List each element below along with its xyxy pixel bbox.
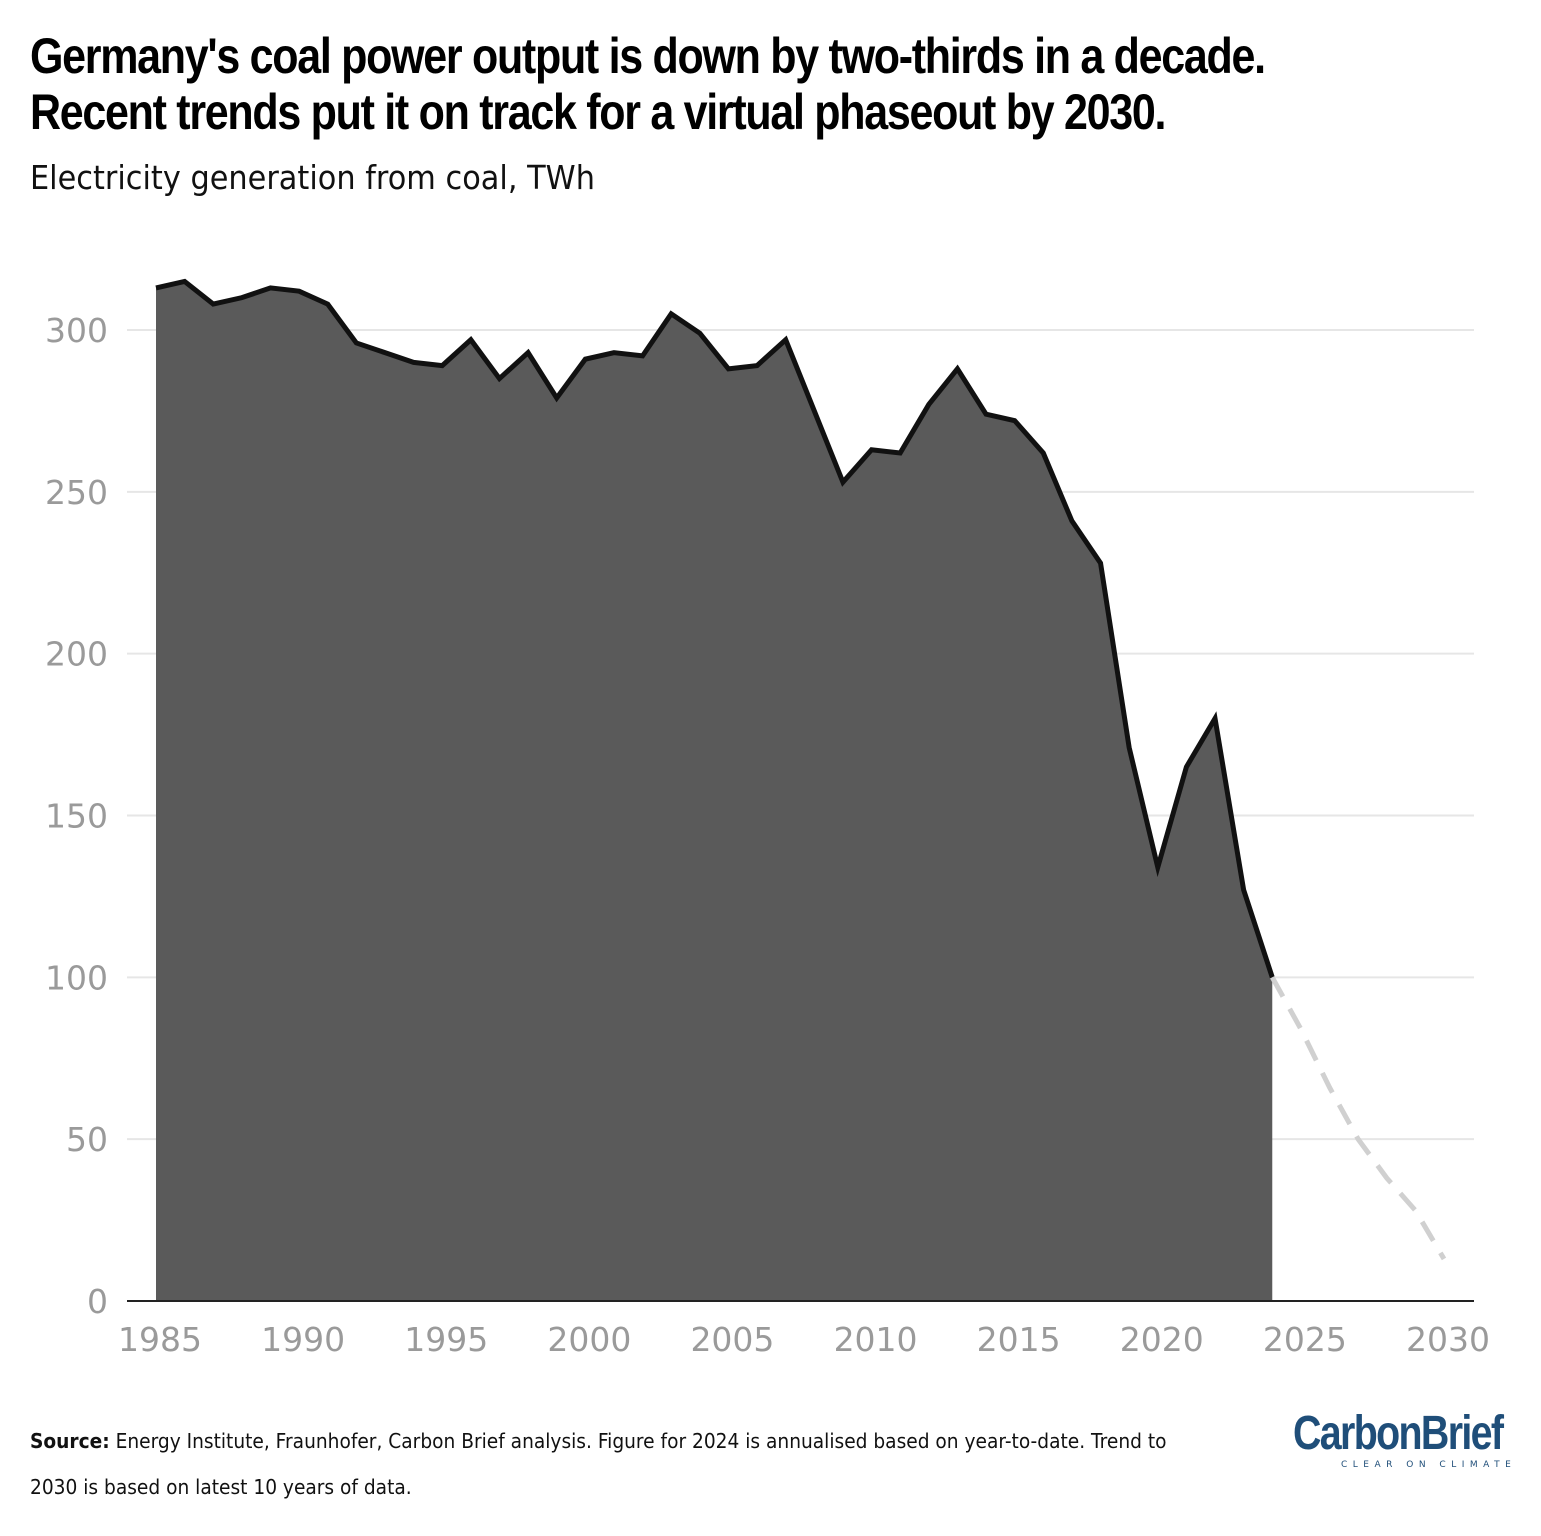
x-tick-2005: 2005 (690, 1320, 774, 1359)
y-tick-150: 150 (45, 797, 108, 836)
y-tick-labels: 0 50 100 150 200 250 300 (45, 311, 108, 1321)
x-tick-2020: 2020 (1120, 1320, 1204, 1359)
source-note: Source: Energy Institute, Fraunhofer, Ca… (30, 1418, 1174, 1510)
x-tick-2000: 2000 (547, 1320, 631, 1359)
logo-tagline: CLEAR ON CLIMATE (1341, 1460, 1517, 1470)
chart-title-line-2: Recent trends put it on track for a virt… (30, 84, 1166, 140)
trend-line-dashed (1270, 976, 1447, 1261)
area-layer (156, 281, 1273, 1301)
source-text: Energy Institute, Fraunhofer, Carbon Bri… (30, 1429, 1167, 1499)
x-tick-1995: 1995 (404, 1320, 488, 1359)
source-label: Source: (30, 1429, 110, 1453)
coal-generation-chart: 0 50 100 150 200 250 300 1985 1990 1995 2000 2005 2… (45, 278, 1490, 1359)
x-tick-labels: 1985 1990 1995 2000 2005 2010 2015 2020 2025 2030 (118, 1320, 1490, 1359)
x-tick-2015: 2015 (977, 1320, 1061, 1359)
y-tick-200: 200 (45, 635, 108, 674)
x-tick-2030: 2030 (1406, 1320, 1490, 1359)
chart-subtitle: Electricity generation from coal, TWh (30, 158, 595, 197)
historical-area (156, 281, 1273, 1301)
x-tick-1985: 1985 (118, 1320, 202, 1359)
y-tick-100: 100 (45, 958, 108, 997)
chart-title: Germany's coal power output is down by t… (30, 28, 1303, 140)
historical-line (155, 278, 1275, 979)
y-tick-50: 50 (66, 1120, 108, 1159)
x-tick-2025: 2025 (1263, 1320, 1347, 1359)
y-tick-300: 300 (45, 311, 108, 350)
logo-wordmark: CarbonBrief (1293, 1407, 1504, 1460)
y-tick-0: 0 (87, 1282, 108, 1321)
chart-title-line-1: Germany's coal power output is down by t… (30, 28, 1266, 84)
carbon-brief-logo: CarbonBrief CLEAR ON CLIMATE (1293, 1408, 1515, 1472)
line-layer (155, 278, 1447, 1261)
x-tick-2010: 2010 (834, 1320, 918, 1359)
x-tick-1990: 1990 (261, 1320, 345, 1359)
y-tick-250: 250 (45, 473, 108, 512)
